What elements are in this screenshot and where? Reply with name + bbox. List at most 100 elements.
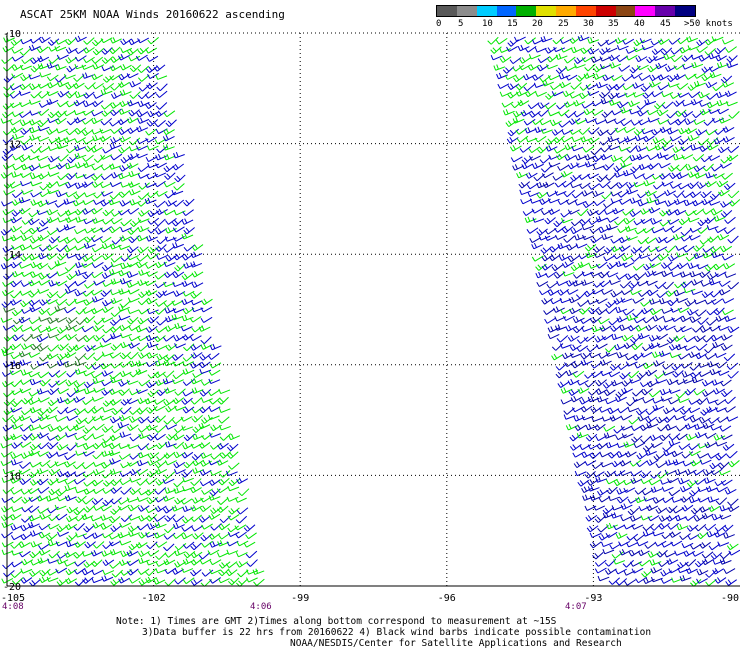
wind-barb	[135, 261, 148, 269]
wind-barb	[181, 314, 194, 322]
wind-barb	[165, 315, 177, 323]
wind-barb	[692, 208, 705, 216]
wind-barb	[606, 272, 619, 278]
wind-barb	[190, 514, 203, 522]
wind-barb	[658, 172, 671, 180]
wind-barb	[65, 191, 78, 198]
wind-barb	[697, 497, 710, 503]
wind-barb	[172, 372, 185, 380]
wind-barb	[581, 486, 593, 494]
wind-barb	[560, 171, 573, 178]
wind-barb	[118, 305, 130, 312]
wind-barb	[145, 325, 158, 333]
wind-barb	[18, 316, 31, 324]
wind-barb	[181, 516, 194, 524]
wind-barb	[28, 514, 41, 522]
wind-barb	[200, 316, 213, 323]
wind-barb	[128, 235, 140, 244]
wind-barb	[19, 461, 31, 469]
wind-barb	[616, 137, 629, 144]
wind-barb	[28, 226, 41, 235]
wind-barb	[120, 182, 133, 188]
wind-barb	[529, 237, 542, 244]
wind-barb	[618, 65, 631, 72]
wind-barb	[524, 216, 537, 223]
wind-barb	[607, 182, 619, 190]
wind-barb	[490, 55, 503, 61]
wind-barb	[673, 99, 685, 107]
wind-barb	[649, 81, 661, 88]
wind-barb	[147, 217, 160, 225]
wind-barb	[253, 578, 265, 587]
wind-barb	[720, 334, 733, 341]
wind-barb	[661, 144, 674, 151]
wind-barb	[693, 119, 706, 126]
wind-barb	[618, 146, 631, 152]
wind-barb	[587, 48, 600, 55]
wind-barb	[163, 144, 175, 151]
wind-barb	[667, 477, 679, 484]
wind-barb	[656, 290, 668, 299]
wind-barb	[581, 279, 593, 286]
wind-barb	[555, 370, 567, 379]
wind-barb	[562, 90, 575, 98]
wind-barb	[683, 199, 696, 207]
wind-barb	[569, 307, 581, 315]
wind-barb	[0, 172, 13, 179]
wind-barb	[557, 164, 569, 171]
pass-time-label: 4:06	[250, 602, 272, 612]
wind-barb	[665, 209, 678, 216]
wind-barb	[209, 362, 222, 369]
wind-barb	[164, 325, 177, 332]
wind-barb	[154, 281, 167, 289]
wind-barb	[720, 162, 732, 169]
wind-barb	[661, 138, 673, 146]
wind-barb	[145, 297, 158, 305]
wind-barb	[20, 181, 32, 187]
wind-barb	[720, 389, 733, 398]
wind-barb	[153, 578, 166, 585]
wind-barb	[18, 263, 31, 269]
wind-barb	[155, 74, 168, 80]
wind-barb	[110, 524, 122, 533]
wind-barb	[145, 444, 158, 451]
wind-barb	[592, 155, 604, 163]
wind-barb	[555, 66, 568, 74]
wind-barb	[510, 100, 523, 109]
wind-barb	[524, 37, 536, 45]
wind-barb	[632, 309, 644, 318]
wind-barb	[704, 263, 717, 272]
wind-barb	[126, 261, 139, 268]
wind-barb	[602, 548, 615, 555]
wind-barb	[190, 579, 203, 586]
wind-barb	[136, 406, 148, 415]
wind-barb	[712, 567, 724, 575]
wind-barb	[163, 354, 175, 362]
wind-barb	[632, 173, 645, 180]
wind-barb	[82, 208, 94, 215]
wind-barb	[163, 532, 176, 540]
wind-barb	[10, 290, 22, 299]
wind-barb	[47, 399, 60, 407]
wind-barb	[632, 92, 645, 98]
wind-barb	[99, 128, 112, 134]
wind-barb	[643, 179, 656, 187]
wind-barb	[73, 74, 85, 82]
wind-barb	[46, 244, 58, 251]
wind-barb	[27, 521, 40, 529]
wind-barb	[608, 99, 621, 106]
wind-barb	[724, 315, 737, 322]
wind-barb	[628, 417, 640, 425]
wind-barb	[119, 235, 132, 242]
wind-barb	[3, 64, 15, 72]
wind-barb	[173, 183, 185, 191]
wind-barb	[92, 47, 105, 56]
wind-barb	[28, 290, 40, 298]
wind-barb	[613, 118, 626, 125]
wind-barb	[37, 108, 50, 116]
wind-barb	[728, 199, 740, 207]
wind-barb	[547, 333, 560, 340]
wind-barb	[29, 244, 42, 250]
wind-barb	[28, 317, 41, 325]
wind-barb	[235, 515, 248, 524]
